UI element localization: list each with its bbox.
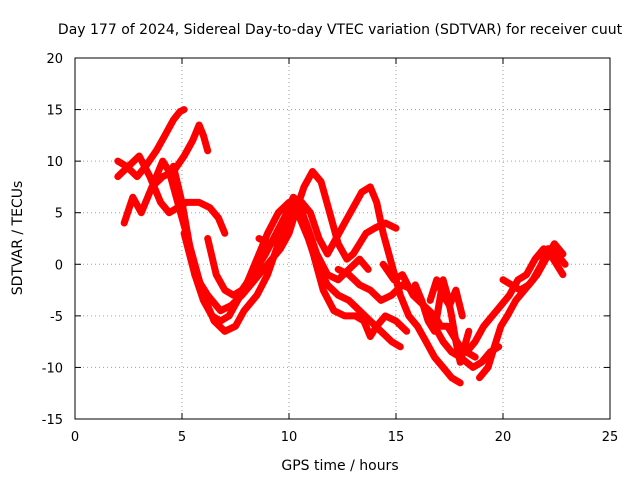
- series-track-15: [499, 240, 567, 294]
- y-tick-label: 0: [55, 258, 63, 273]
- series-track-7: [204, 193, 411, 340]
- plot-frame: [74, 57, 611, 420]
- y-tick-label: -10: [42, 361, 63, 376]
- y-tick-label: 5: [55, 207, 63, 222]
- data-series: [114, 106, 569, 387]
- series-track-8: [255, 183, 464, 387]
- x-tick-label: 5: [178, 430, 186, 445]
- y-tick-label: -15: [42, 413, 63, 428]
- grid: [75, 58, 610, 419]
- axis-ticks: 0 5 10 15 20 25 -15 -10 -5 0 5 10 15 20: [42, 52, 619, 445]
- series-track-6: [180, 168, 400, 315]
- x-axis-label: GPS time / hours: [281, 458, 398, 474]
- x-tick-label: 20: [495, 430, 512, 445]
- y-axis-label: SDTVAR / TECUs: [10, 181, 26, 296]
- series-track-11: [411, 276, 473, 366]
- x-tick-label: 15: [388, 430, 405, 445]
- series-track-3: [114, 152, 229, 237]
- chart-title: Day 177 of 2024, Sidereal Day-to-day VTE…: [58, 22, 623, 38]
- y-tick-label: 10: [46, 155, 63, 170]
- y-tick-label: -5: [50, 310, 63, 325]
- y-tick-label: 20: [46, 52, 63, 67]
- x-tick-label: 10: [281, 430, 298, 445]
- x-tick-label: 25: [602, 430, 619, 445]
- x-tick-label: 0: [71, 430, 79, 445]
- series-track-5: [169, 162, 404, 351]
- series-track-12: [426, 276, 466, 320]
- y-tick-label: 15: [46, 104, 63, 119]
